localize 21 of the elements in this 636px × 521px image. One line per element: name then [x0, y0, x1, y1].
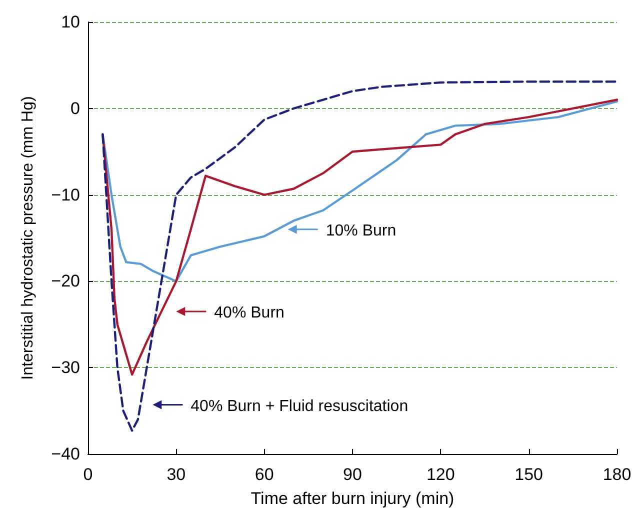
- y-tick-label: 10: [61, 12, 80, 32]
- x-tick-label: 120: [426, 465, 455, 484]
- x-tick-label: 60: [254, 465, 274, 484]
- x-tick-label: 30: [166, 465, 186, 484]
- line-series: [102, 98, 618, 376]
- annotation: 10% Burn: [326, 222, 396, 240]
- y-tick-label: −40: [51, 444, 80, 464]
- y-tick-label: 0: [70, 98, 80, 118]
- y-axis-title: Interstitial hydrostatic pressure (mm Hg): [20, 96, 36, 380]
- y-tick-label: −20: [51, 272, 80, 291]
- x-tick-label: 0: [83, 465, 93, 484]
- line-series: [102, 80, 618, 432]
- line-series: [102, 100, 618, 282]
- x-tick-label: 150: [514, 465, 544, 484]
- x-axis-title: Time after burn injury (min): [250, 489, 454, 508]
- annotation: 40% Burn + Fluid resuscitation: [190, 398, 408, 415]
- y-tick-label: −30: [51, 358, 80, 378]
- x-tick-label: 180: [602, 465, 632, 484]
- x-tick-label: 90: [343, 465, 362, 484]
- annotation: 40% Burn: [214, 304, 284, 322]
- y-tick-label: −10: [51, 185, 80, 204]
